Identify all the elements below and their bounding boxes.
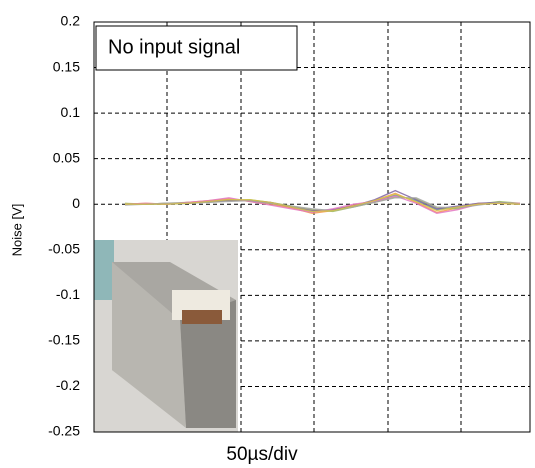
y-tick-label: 0 [72, 195, 80, 211]
photo-connector-pad [182, 310, 222, 324]
annotation-box [95, 25, 298, 71]
y-tick-label: 0.2 [61, 13, 81, 29]
y-tick-label: -0.1 [56, 286, 80, 302]
annotation: No input signal [108, 36, 240, 58]
photo-box-side [180, 300, 236, 428]
y-axis-label: Noise [V] [9, 204, 24, 257]
y-tick-label: -0.15 [48, 332, 80, 348]
device-photo [94, 240, 238, 432]
traces [124, 189, 521, 214]
plot-border [93, 21, 531, 433]
photo-cables [94, 240, 114, 300]
y-tick-label: -0.25 [48, 423, 80, 439]
y-tick-label: -0.05 [48, 240, 80, 256]
y-tick-label: -0.2 [56, 377, 80, 393]
x-axis-label: 50µs/div [226, 444, 298, 465]
trace [125, 193, 521, 213]
photo-box-front [112, 262, 186, 428]
y-tick-label: 0.1 [61, 104, 81, 120]
y-tick-label: 0.15 [53, 58, 80, 74]
y-tick-label: 0.05 [53, 149, 80, 165]
